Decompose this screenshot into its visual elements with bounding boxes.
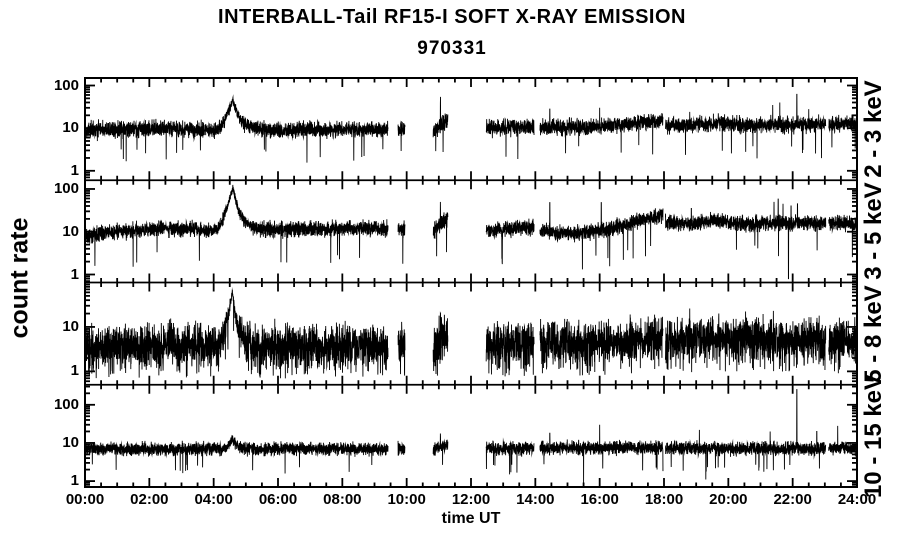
- y-tick-label: 1: [70, 161, 79, 179]
- x-tick-label: 20:00: [709, 491, 748, 508]
- y-tick-label: 10: [62, 119, 79, 137]
- y-tick-label: 100: [53, 76, 79, 94]
- x-tick-label: 24:00: [837, 491, 877, 508]
- panel-energy-label: 5 - 8 keV: [860, 284, 887, 383]
- y-tick-label: 1: [70, 362, 79, 380]
- y-tick-label: 100: [53, 395, 79, 413]
- panel-energy-label: 2 - 3 keV: [860, 80, 887, 178]
- x-tick-label: 14:00: [516, 491, 555, 508]
- x-tick-label: 12:00: [451, 491, 491, 508]
- y-tick-label: 10: [62, 433, 79, 451]
- x-axis-title: time UT: [441, 510, 501, 527]
- chart-date-subtitle: 970331: [417, 38, 487, 59]
- y-tick-label: 100: [53, 179, 79, 197]
- x-tick-label: 06:00: [258, 491, 298, 508]
- y-tick-label: 1: [70, 472, 79, 490]
- x-tick-label: 02:00: [130, 491, 169, 508]
- x-tick-label: 18:00: [644, 491, 684, 508]
- x-tick-label: 16:00: [580, 491, 619, 508]
- x-tick-label: 04:00: [194, 491, 233, 508]
- y-tick-label: 10: [62, 317, 79, 335]
- x-tick-label: 22:00: [773, 491, 812, 508]
- x-tick-label: 10:00: [387, 491, 426, 508]
- x-tick-label: 08:00: [323, 491, 362, 508]
- y-tick-label: 1: [70, 265, 79, 283]
- x-tick-label: 00:00: [65, 491, 105, 508]
- chart-title: INTERBALL-Tail RF15-I SOFT X-RAY EMISSIO…: [218, 6, 686, 28]
- panel-energy-label: 10 - 15 keV: [860, 373, 887, 498]
- panel-energy-label: 3 - 5 keV: [860, 182, 887, 281]
- y-tick-label: 10: [62, 222, 79, 240]
